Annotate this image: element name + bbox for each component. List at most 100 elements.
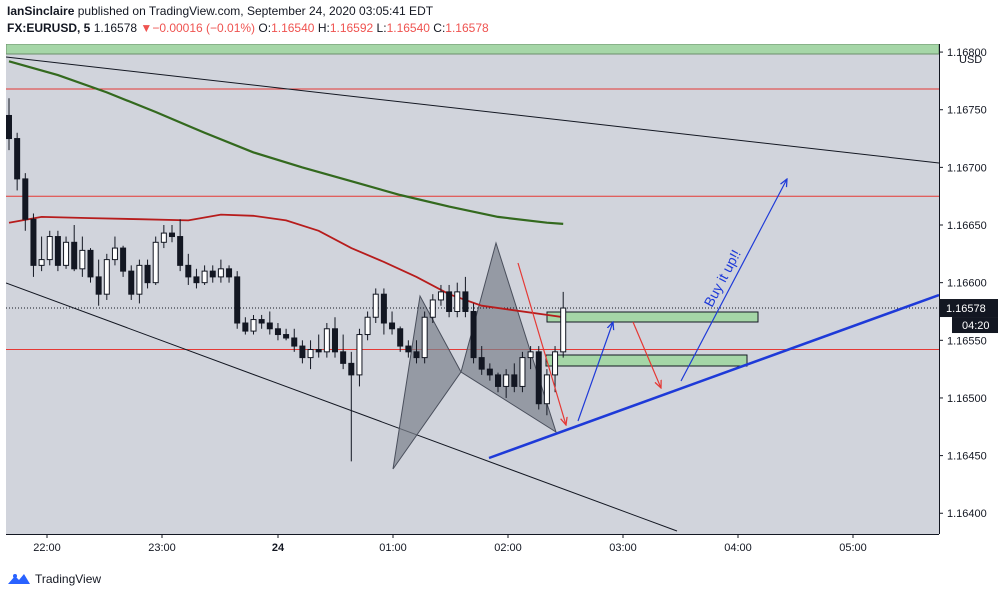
candle-down xyxy=(71,241,78,270)
small-up-arrow xyxy=(577,322,613,422)
price-tick-label: 1.16600 xyxy=(947,278,987,290)
candle-down xyxy=(30,218,37,266)
candle-down xyxy=(120,247,127,272)
candle-up xyxy=(217,268,224,278)
candle-down xyxy=(486,368,493,376)
support-zone xyxy=(545,354,748,367)
candle-up xyxy=(307,349,314,359)
time-tick-label: 03:00 xyxy=(609,542,637,554)
chart-pane[interactable] xyxy=(6,44,939,534)
close-value: 1.16578 xyxy=(445,21,489,35)
candle-up xyxy=(364,316,371,336)
price-tick-label: 1.16650 xyxy=(947,220,987,232)
candle-down xyxy=(242,322,249,332)
candle-up xyxy=(160,232,167,243)
low-label: L: xyxy=(376,21,387,35)
currency-label: USD xyxy=(959,54,982,66)
tradingview-logo-icon xyxy=(8,574,30,584)
candle-up xyxy=(503,374,510,387)
candle-up xyxy=(136,264,143,295)
time-tick-label: 02:00 xyxy=(494,542,522,554)
resistance-zone xyxy=(546,311,759,323)
fast-moving-average-line xyxy=(8,213,564,319)
moving-averages xyxy=(8,60,564,319)
candle-down xyxy=(340,351,347,364)
time-tick-label: 04:00 xyxy=(724,542,752,554)
last-price-badge-text: 1.16578 xyxy=(946,303,986,315)
price-tick-label: 1.16550 xyxy=(947,335,987,347)
footer: TradingView xyxy=(7,569,101,589)
candle-up xyxy=(543,374,550,405)
time-axis[interactable]: 22:00 23:00 24 01:00 02:00 03:00 04:00 05:00 xyxy=(33,534,867,554)
candle-down xyxy=(315,349,322,353)
candle-up xyxy=(454,291,461,312)
candle-down xyxy=(209,270,216,278)
candle-up xyxy=(38,259,45,266)
candle-down xyxy=(462,291,469,312)
candle-up xyxy=(372,293,379,318)
symbol-label[interactable]: FX:EURUSD, 5 xyxy=(7,21,91,35)
candle-down xyxy=(389,322,396,330)
high-value: 1.16592 xyxy=(329,21,374,35)
candle-down xyxy=(22,178,29,220)
candle-down xyxy=(87,249,94,278)
candle-down xyxy=(348,362,355,376)
price-tick-label: 1.16700 xyxy=(947,162,987,174)
pattern-triangle-right xyxy=(460,241,557,434)
price-axis[interactable]: 1.16800 1.16750 1.16700 1.16650 1.16600 1.165… xyxy=(939,47,998,520)
slow-moving-average-line xyxy=(8,60,564,225)
candle-down xyxy=(169,232,175,238)
time-tick-label: 01:00 xyxy=(379,542,407,554)
candle-down xyxy=(185,264,192,278)
candle-down xyxy=(54,236,61,266)
time-tick-label: 05:00 xyxy=(839,542,867,554)
candle-down xyxy=(495,374,501,387)
candle-down xyxy=(193,276,200,284)
drawings-back xyxy=(6,44,939,532)
change-value: −0.00016 (−0.01%) xyxy=(152,21,256,35)
candle-up xyxy=(527,351,534,359)
brand-name[interactable]: TradingView xyxy=(35,572,102,586)
blue-support-trendline xyxy=(488,293,939,460)
candle-down xyxy=(144,264,151,284)
time-tick-label: 24 xyxy=(272,542,285,554)
candle-down xyxy=(266,322,273,330)
candle-down xyxy=(95,276,102,295)
candle-down xyxy=(446,291,453,312)
candle-up xyxy=(111,247,118,261)
candle-down xyxy=(470,310,477,359)
candle-up xyxy=(46,236,53,261)
author-name[interactable]: IanSinclaire xyxy=(7,4,75,18)
candle-down xyxy=(380,293,387,324)
candle-down xyxy=(405,345,412,353)
close-label: C: xyxy=(433,21,446,35)
price-tick-label: 1.16400 xyxy=(947,508,987,520)
candle-down xyxy=(226,268,233,278)
candle-up xyxy=(560,307,567,353)
candle-up xyxy=(152,241,159,284)
candle-down xyxy=(397,328,404,347)
candle-down xyxy=(291,337,298,347)
candle-down xyxy=(413,351,420,359)
pattern-triangle-left xyxy=(392,294,462,470)
lower-trend-line xyxy=(6,282,678,532)
published-text: published on TradingView.com, September … xyxy=(77,4,434,18)
candle-up xyxy=(250,319,257,332)
candle-up xyxy=(79,249,86,270)
price-tick-label: 1.16450 xyxy=(947,451,987,463)
candle-down xyxy=(258,319,265,324)
open-value: 1.16540 xyxy=(271,21,315,35)
candle-down xyxy=(478,357,485,370)
candle-up xyxy=(519,357,526,387)
countdown-badge xyxy=(952,317,998,334)
candle-down xyxy=(511,374,518,387)
buy-target-arrow xyxy=(680,179,787,382)
candle-down xyxy=(535,351,542,405)
candle-up xyxy=(437,291,444,301)
candle-up xyxy=(429,299,436,318)
last-price: 1.16578 xyxy=(93,21,138,35)
open-label: O: xyxy=(258,21,272,35)
publish-line: IanSinclaire published on TradingView.co… xyxy=(7,3,997,20)
price-tick-label: 1.16800 xyxy=(947,47,987,59)
